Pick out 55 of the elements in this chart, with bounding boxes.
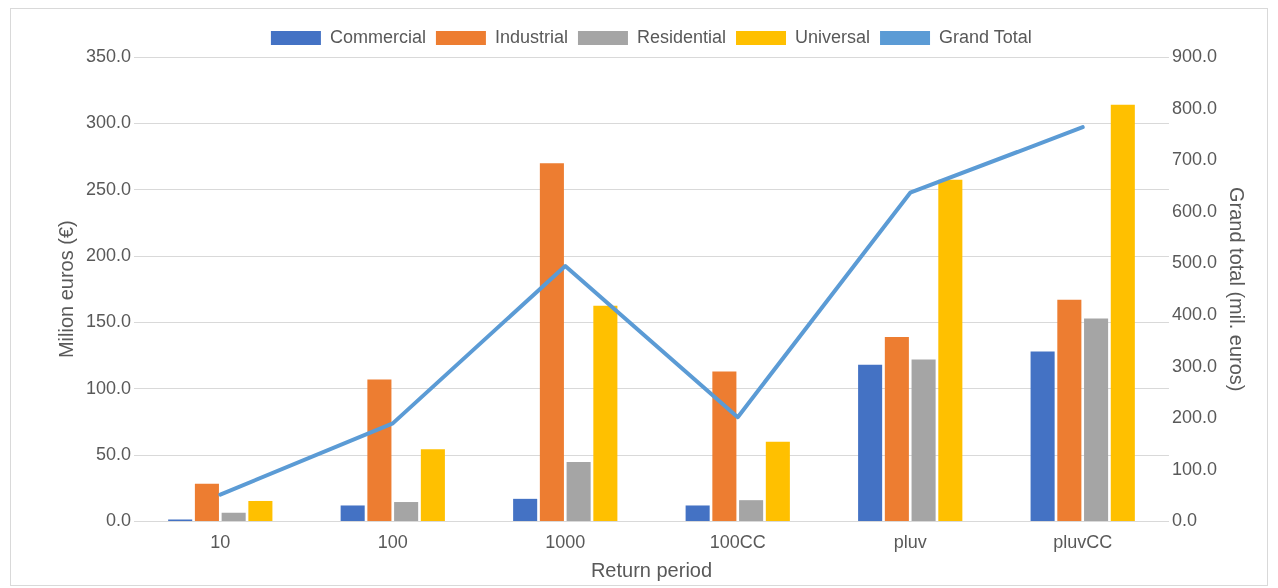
y2-tick-label: 700.0 [1171,149,1217,170]
bar [858,364,883,521]
bar [340,505,365,521]
y-tick-label: 150.0 [86,311,132,332]
bar [593,305,618,521]
y-tick-label: 50.0 [96,444,132,465]
x-axis-title: Return period [590,558,713,581]
bar [1030,351,1055,521]
x-tick-label: pluv [893,532,927,553]
bar [539,163,564,521]
x-tick-label: 100 [377,532,408,553]
y-tick-label: 250.0 [86,178,132,199]
y2-tick-label: 600.0 [1171,200,1217,221]
y-axis-title: Milion euros (€) [54,220,77,359]
bar [1057,299,1082,521]
x-tick-label: 10 [210,532,231,553]
x-tick-label: pluvCC [1053,532,1113,553]
y2-tick-label: 900.0 [1171,45,1217,66]
y-tick-label: 0.0 [106,510,132,531]
y2-tick-label: 300.0 [1171,355,1217,376]
bar [367,379,392,521]
legend-label: Commercial [329,26,426,47]
bar [194,483,219,521]
legend-label: Universal [795,26,871,47]
bar [739,500,764,521]
bar [420,449,445,521]
y-tick-label: 350.0 [86,45,132,66]
bar [712,371,737,521]
y2-tick-label: 800.0 [1171,97,1217,118]
bar [938,179,963,521]
bar [911,359,936,521]
bar [1110,104,1135,521]
y2-tick-label: 400.0 [1171,303,1217,324]
legend-label: Industrial [494,26,568,47]
bar [685,505,710,521]
legend-label: Grand Total [939,26,1032,47]
x-tick-label: 1000 [545,532,586,553]
y2-tick-label: 0.0 [1171,510,1197,531]
bar [1084,318,1109,521]
bar [884,336,909,521]
bar [513,498,538,521]
bar [566,462,591,521]
y2-tick-label: 200.0 [1171,407,1217,428]
legend-label: Residential [636,26,727,47]
y-tick-label: 300.0 [86,112,132,133]
x-tick-label: 100CC [709,532,766,553]
y2-axis-title: Grand total (mil. euros) [1226,186,1249,392]
bar [248,500,273,521]
y-tick-label: 100.0 [86,377,132,398]
y2-tick-label: 500.0 [1171,252,1217,273]
bar [221,512,246,521]
bar [394,502,419,521]
bar [765,441,790,521]
y2-tick-label: 100.0 [1171,458,1217,479]
y-tick-label: 200.0 [86,245,132,265]
